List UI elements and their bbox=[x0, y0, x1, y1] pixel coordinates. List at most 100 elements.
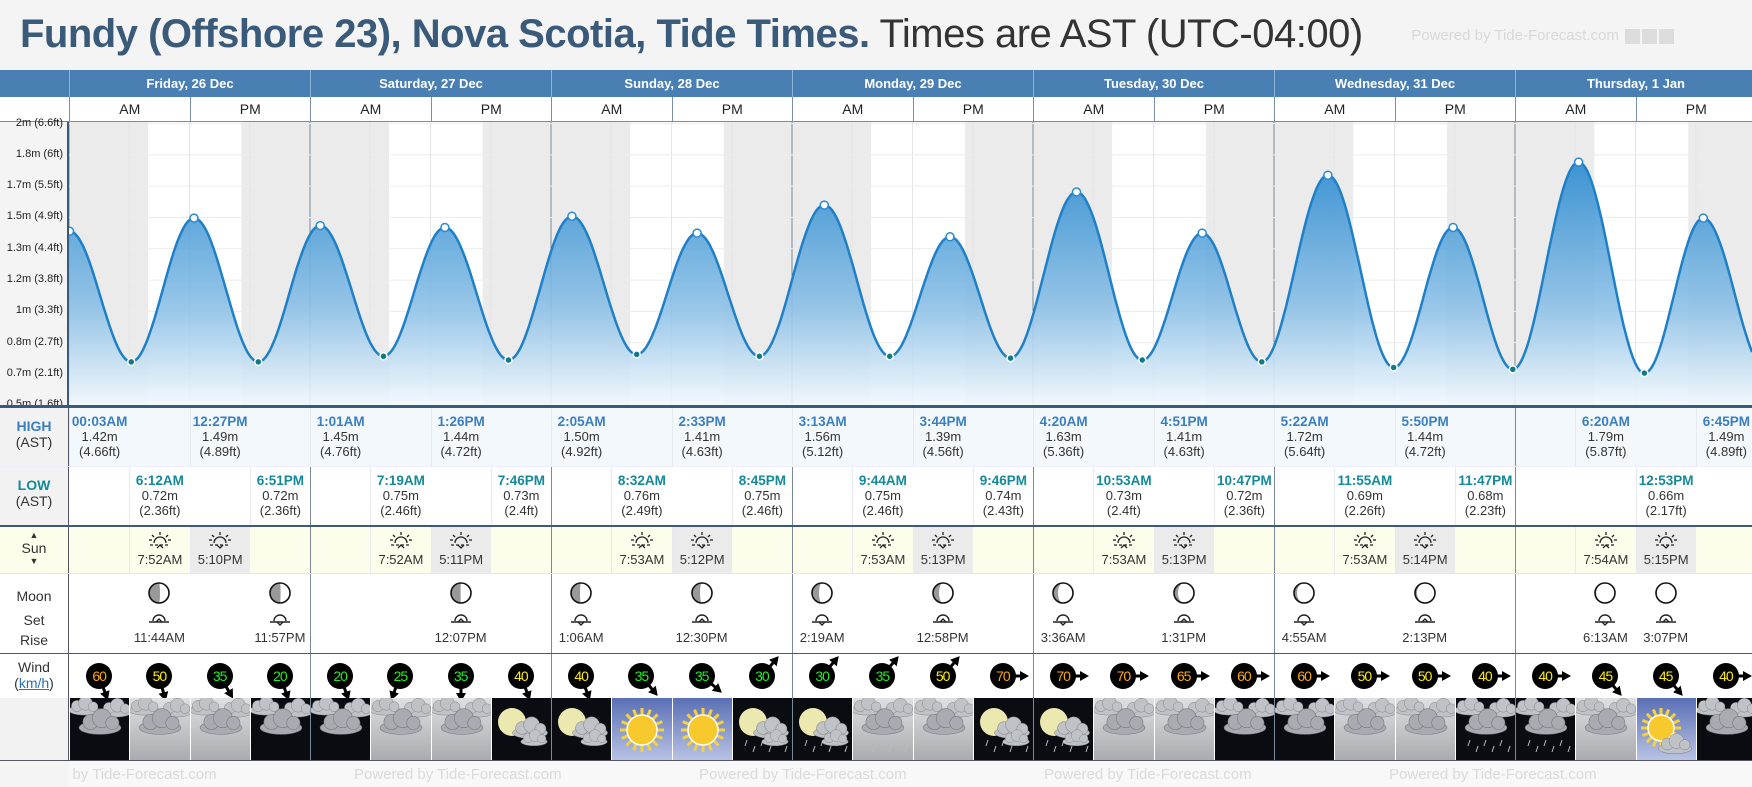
wind-cell: 30 bbox=[732, 654, 792, 698]
high-tide-height-m: 1.44m bbox=[1407, 429, 1444, 444]
low-tide-height-m: 0.72m bbox=[1226, 488, 1263, 503]
y-tick-label: 1.3m (4.4ft) bbox=[6, 241, 63, 254]
sunset-cell: 5:15PM bbox=[1635, 527, 1696, 573]
sunrise-time: 7:54AM bbox=[1583, 552, 1629, 567]
low-tide-time: 9:46PM bbox=[979, 473, 1028, 488]
wind-speed-badge: 60 bbox=[1230, 663, 1257, 689]
powered-by-watermark[interactable]: Powered by Tide-Forecast.com bbox=[699, 766, 907, 783]
wind-speed-badge: 45 bbox=[1652, 663, 1679, 689]
sunset-time: 5:10PM bbox=[197, 552, 243, 567]
day-separator bbox=[1274, 574, 1275, 653]
y-tick-label: 1.7m (5.5ft) bbox=[6, 179, 63, 192]
low-tide-height-m: 0.68m bbox=[1467, 488, 1504, 503]
wind-speed-badge: 50 bbox=[929, 663, 956, 689]
logo-wave-icon bbox=[1625, 28, 1640, 44]
low-tide-point bbox=[1006, 353, 1015, 363]
low-tide-point bbox=[632, 350, 641, 359]
moon-phase-icon bbox=[1033, 581, 1093, 611]
moonset-time: 2:19AM bbox=[799, 630, 845, 645]
day-header: Wednesday, 31 Dec bbox=[1274, 70, 1515, 97]
moonset-icon bbox=[551, 611, 611, 630]
day-separator bbox=[1033, 574, 1034, 653]
weather-icon-sun bbox=[672, 698, 732, 760]
low-label: LOW (AST) bbox=[0, 467, 69, 525]
y-tick-label: 1m (3.3ft) bbox=[15, 304, 63, 317]
powered-by-watermark[interactable]: Powered by Tide-Forecast.com bbox=[1411, 27, 1674, 44]
moon-phase-icon bbox=[1274, 581, 1334, 611]
powered-by-watermark[interactable]: Powered by Tide-Forecast.com bbox=[354, 766, 562, 783]
moonrise-icon bbox=[1154, 611, 1214, 630]
sunrise-icon bbox=[1335, 531, 1394, 552]
day-header: Saturday, 27 Dec bbox=[310, 70, 551, 97]
low-tide-point bbox=[1389, 363, 1398, 372]
day-separator bbox=[1515, 654, 1516, 698]
high-tide-height-ft: (4.56ft) bbox=[922, 444, 964, 459]
sunset-cell: 5:13PM bbox=[912, 527, 973, 573]
low-tide-height-m: 0.74m bbox=[985, 488, 1022, 503]
title-location: Fundy (Offshore 23), Nova Scotia, Tide T… bbox=[20, 12, 870, 56]
low-tide-cell: 8:32AM 0.76m (2.49ft) bbox=[611, 467, 671, 525]
sunset-icon bbox=[914, 531, 973, 552]
weather-icon-moon-cloud bbox=[552, 698, 612, 760]
day-separator bbox=[792, 698, 793, 760]
low-tide-height-ft: (2.49ft) bbox=[621, 503, 663, 518]
high-tide-height-m: 1.45m bbox=[322, 429, 359, 444]
wind-row: Wind (km/h) 60 50 35 20 20 25 35 40 40 35 35 30 30 35… bbox=[0, 653, 1752, 702]
wind-cell: 45 bbox=[1636, 654, 1696, 698]
high-tide-cell: 2:33PM 1.41m (4.63ft) bbox=[671, 408, 732, 466]
moonrise-cell: 3:07PM bbox=[1636, 574, 1696, 653]
low-tide-time: 8:32AM bbox=[617, 473, 666, 488]
wind-unit-link[interactable]: km/h bbox=[18, 675, 50, 691]
day-header: Friday, 26 Dec bbox=[69, 70, 310, 97]
moonset-cell: 6:13AM bbox=[1575, 574, 1635, 653]
moon-phase-icon bbox=[129, 581, 189, 611]
powered-by-watermark[interactable]: Powered by Tide-Forecast.com bbox=[1044, 766, 1252, 783]
page-title: Fundy (Offshore 23), Nova Scotia, Tide T… bbox=[20, 12, 1363, 57]
moonrise-icon bbox=[913, 611, 973, 630]
high-label: HIGH (AST) bbox=[0, 408, 69, 466]
high-tide-time: 1:26PM bbox=[437, 414, 485, 429]
pm-label: PM bbox=[1153, 97, 1275, 121]
day-separator bbox=[1274, 698, 1275, 760]
weather-icon-moon-cloud-rain bbox=[732, 698, 792, 760]
moonrise-icon bbox=[129, 611, 189, 630]
day-separator bbox=[310, 654, 311, 698]
powered-by-watermark[interactable]: Powered by Tide-Forecast.com bbox=[69, 766, 217, 783]
wind-cell: 40 bbox=[1515, 654, 1575, 698]
low-tide-cell: 12:53PM 0.66m (2.17ft) bbox=[1635, 467, 1696, 525]
high-tide-height-ft: (5.87ft) bbox=[1585, 444, 1627, 459]
divider bbox=[0, 760, 1752, 761]
am-label: AM bbox=[1274, 97, 1395, 121]
sunset-cell: 5:14PM bbox=[1394, 527, 1455, 573]
high-tide-time: 4:20AM bbox=[1039, 414, 1088, 429]
high-tide-cell: 3:44PM 1.39m (4.56ft) bbox=[912, 408, 973, 466]
sunrise-time: 7:53AM bbox=[1342, 552, 1388, 567]
sunset-icon bbox=[1637, 531, 1696, 552]
high-tide-time: 6:45PM bbox=[1702, 414, 1751, 429]
moonset-time: 4:55AM bbox=[1281, 630, 1327, 645]
sunrise-cell: 7:52AM bbox=[129, 527, 189, 573]
moonrise-time: 12:58PM bbox=[916, 630, 969, 645]
high-tide-cell: 6:45PM 1.49m (4.89ft) bbox=[1695, 408, 1752, 466]
high-tide-height-m: 1.49m bbox=[1708, 429, 1745, 444]
wind-title: Wind bbox=[18, 659, 50, 675]
moon-title: Moon bbox=[16, 588, 52, 604]
high-tide-cell: 4:20AM 1.63m (5.36ft) bbox=[1033, 408, 1093, 466]
low-tide-cell: 11:55AM 0.69m (2.26ft) bbox=[1334, 467, 1394, 525]
moonrise-cell: 12:07PM bbox=[431, 574, 491, 653]
sunrise-icon bbox=[853, 531, 912, 552]
wind-speed-badge: 60 bbox=[86, 663, 113, 689]
moonrise-icon bbox=[672, 611, 732, 630]
low-tide-cell: 9:44AM 0.75m (2.46ft) bbox=[852, 467, 912, 525]
sunset-icon bbox=[191, 531, 250, 552]
day-separator bbox=[1274, 467, 1275, 525]
powered-by-watermark[interactable]: Powered by Tide-Forecast.com bbox=[1389, 766, 1597, 783]
wind-cell: 40 bbox=[491, 654, 551, 701]
high-tide-time: 00:03AM bbox=[71, 414, 128, 429]
wind-speed-badge: 40 bbox=[1532, 663, 1559, 689]
low-tide-height-m: 0.72m bbox=[141, 488, 178, 503]
high-tide-cell: 6:20AM 1.79m (5.87ft) bbox=[1575, 408, 1635, 466]
wind-cell: 50 bbox=[1334, 654, 1394, 698]
day-separator bbox=[310, 467, 311, 525]
sunset-cell: 5:13PM bbox=[1153, 527, 1214, 573]
